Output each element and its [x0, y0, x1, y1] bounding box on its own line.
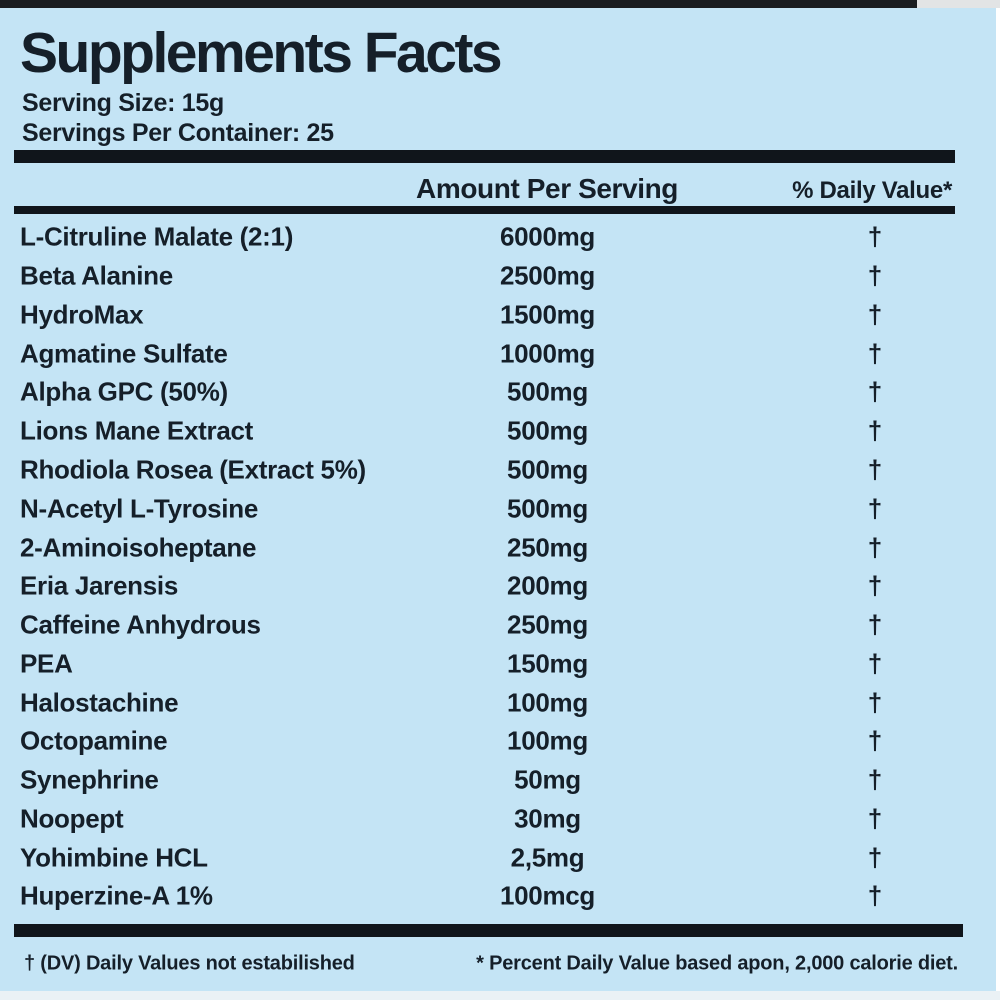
ingredient-daily-value-dagger: †: [867, 532, 883, 562]
ingredient-amount: 1500mg: [499, 299, 596, 330]
ingredient-daily-value-dagger: †: [867, 880, 883, 911]
ingredient-amount: 100mcg: [499, 880, 596, 911]
table-row: Noopept 30mg †: [0, 799, 996, 838]
ingredient-name: 2-Aminoisoheptane: [20, 532, 257, 562]
ingredient-name: Alpha GPC (50%): [20, 376, 228, 407]
ingredient-amount: 250mg: [507, 532, 588, 562]
ingredient-name: Lions Mane Extract: [20, 415, 253, 446]
footnote-daily-values: † (DV) Daily Values not estabilished: [24, 952, 355, 975]
table-row: N-Acetyl L-Tyrosine 500mg †: [0, 489, 996, 528]
ingredient-amount: 2,5mg: [510, 842, 585, 873]
bottom-edge-strip: [0, 991, 1000, 1000]
table-row: Huperzine-A 1% 100mcg †: [0, 877, 996, 916]
ingredient-amount: 50mg: [514, 764, 581, 795]
divider-thick-top: [14, 150, 955, 163]
ingredient-name: Eria Jarensis: [20, 570, 178, 601]
ingredient-daily-value-dagger: †: [867, 687, 883, 718]
ingredient-name: Caffeine Anhydrous: [20, 609, 261, 640]
ingredient-daily-value-dagger: †: [867, 648, 883, 679]
table-row: PEA 150mg †: [0, 644, 996, 683]
ingredient-name: L-Citruline Malate (2:1): [20, 221, 294, 252]
ingredient-name: PEA: [20, 648, 73, 679]
ingredient-amount: 250mg: [507, 609, 588, 640]
table-row: Beta Alanine 2500mg †: [0, 257, 996, 296]
table-row: Octopamine 100mg †: [0, 722, 996, 761]
ingredient-amount: 500mg: [507, 454, 588, 485]
table-row: Alpha GPC (50%) 500mg †: [0, 373, 996, 412]
ingredient-daily-value-dagger: †: [867, 299, 883, 330]
ingredient-amount: 500mg: [507, 376, 588, 407]
table-row: Rhodiola Rosea (Extract 5%) 500mg †: [0, 451, 996, 490]
column-header-amount-per-serving: Amount Per Serving: [416, 173, 678, 204]
divider-thin-header: [14, 206, 955, 214]
ingredient-daily-value-dagger: †: [867, 764, 883, 795]
ingredient-name: Octopamine: [20, 725, 168, 756]
ingredient-daily-value-dagger: †: [867, 570, 883, 601]
ingredient-name: Noopept: [20, 803, 124, 834]
ingredient-daily-value-dagger: †: [867, 842, 883, 873]
ingredient-amount: 100mg: [507, 725, 588, 756]
servings-per-container-text: Servings Per Container: 25: [22, 119, 334, 147]
ingredient-amount: 6000mg: [499, 221, 596, 252]
ingredient-daily-value-dagger: †: [867, 609, 883, 640]
ingredient-amount: 150mg: [507, 648, 588, 679]
ingredient-name: N-Acetyl L-Tyrosine: [20, 493, 258, 524]
ingredient-name: Rhodiola Rosea (Extract 5%): [20, 454, 366, 485]
ingredient-amount: 2500mg: [499, 260, 596, 291]
ingredient-amount: 200mg: [507, 570, 588, 601]
ingredient-amount: 1000mg: [499, 338, 596, 369]
table-row: Synephrine 50mg †: [0, 761, 996, 800]
ingredient-name: Agmatine Sulfate: [20, 338, 228, 369]
ingredient-amount: 30mg: [514, 803, 581, 834]
ingredient-name: Synephrine: [20, 764, 159, 795]
ingredient-daily-value-dagger: †: [867, 338, 883, 369]
ingredient-daily-value-dagger: †: [867, 260, 883, 291]
table-row: HydroMax 1500mg †: [0, 296, 996, 335]
table-row: Lions Mane Extract 500mg †: [0, 412, 996, 451]
ingredient-daily-value-dagger: †: [867, 376, 883, 407]
table-row: L-Citruline Malate (2:1) 6000mg †: [0, 218, 996, 257]
ingredient-table: L-Citruline Malate (2:1) 6000mg † Beta A…: [0, 218, 996, 916]
divider-thick-bottom: [14, 924, 963, 937]
ingredient-amount: 500mg: [507, 415, 588, 446]
column-header-row: Amount Per Serving % Daily Value*: [0, 173, 996, 205]
ingredient-daily-value-dagger: †: [867, 725, 883, 756]
ingredient-daily-value-dagger: †: [867, 803, 883, 834]
ingredient-daily-value-dagger: †: [867, 415, 883, 446]
ingredient-amount: 500mg: [507, 493, 588, 524]
ingredient-name: Yohimbine HCL: [20, 842, 208, 873]
top-border-gap: [917, 0, 1000, 8]
ingredient-name: Beta Alanine: [20, 260, 173, 291]
table-row: Caffeine Anhydrous 250mg †: [0, 606, 996, 645]
page-title: Supplements Facts: [20, 21, 503, 85]
table-row: Yohimbine HCL 2,5mg †: [0, 838, 996, 877]
ingredient-name: HydroMax: [20, 299, 144, 330]
column-header-daily-value: % Daily Value*: [792, 177, 952, 204]
top-border-bar: [0, 0, 917, 8]
ingredient-daily-value-dagger: †: [867, 493, 883, 524]
table-row: Eria Jarensis 200mg †: [0, 567, 996, 606]
table-row: Agmatine Sulfate 1000mg †: [0, 334, 996, 373]
ingredient-amount: 100mg: [507, 687, 588, 718]
table-row: Halostachine 100mg †: [0, 683, 996, 722]
ingredient-daily-value-dagger: †: [867, 221, 883, 252]
footnote-percent-daily-value: * Percent Daily Value based apon, 2,000 …: [476, 952, 958, 975]
ingredient-daily-value-dagger: †: [867, 454, 883, 485]
ingredient-name: Halostachine: [20, 687, 179, 718]
serving-size-text: Serving Size: 15g: [22, 89, 224, 117]
ingredient-name: Huperzine-A 1%: [20, 880, 213, 911]
table-row: 2-Aminoisoheptane 250mg †: [0, 528, 996, 567]
supplement-facts-label: Supplements Facts Serving Size: 15g Serv…: [0, 8, 996, 991]
footnotes-row: † (DV) Daily Values not estabilished * P…: [0, 946, 996, 982]
